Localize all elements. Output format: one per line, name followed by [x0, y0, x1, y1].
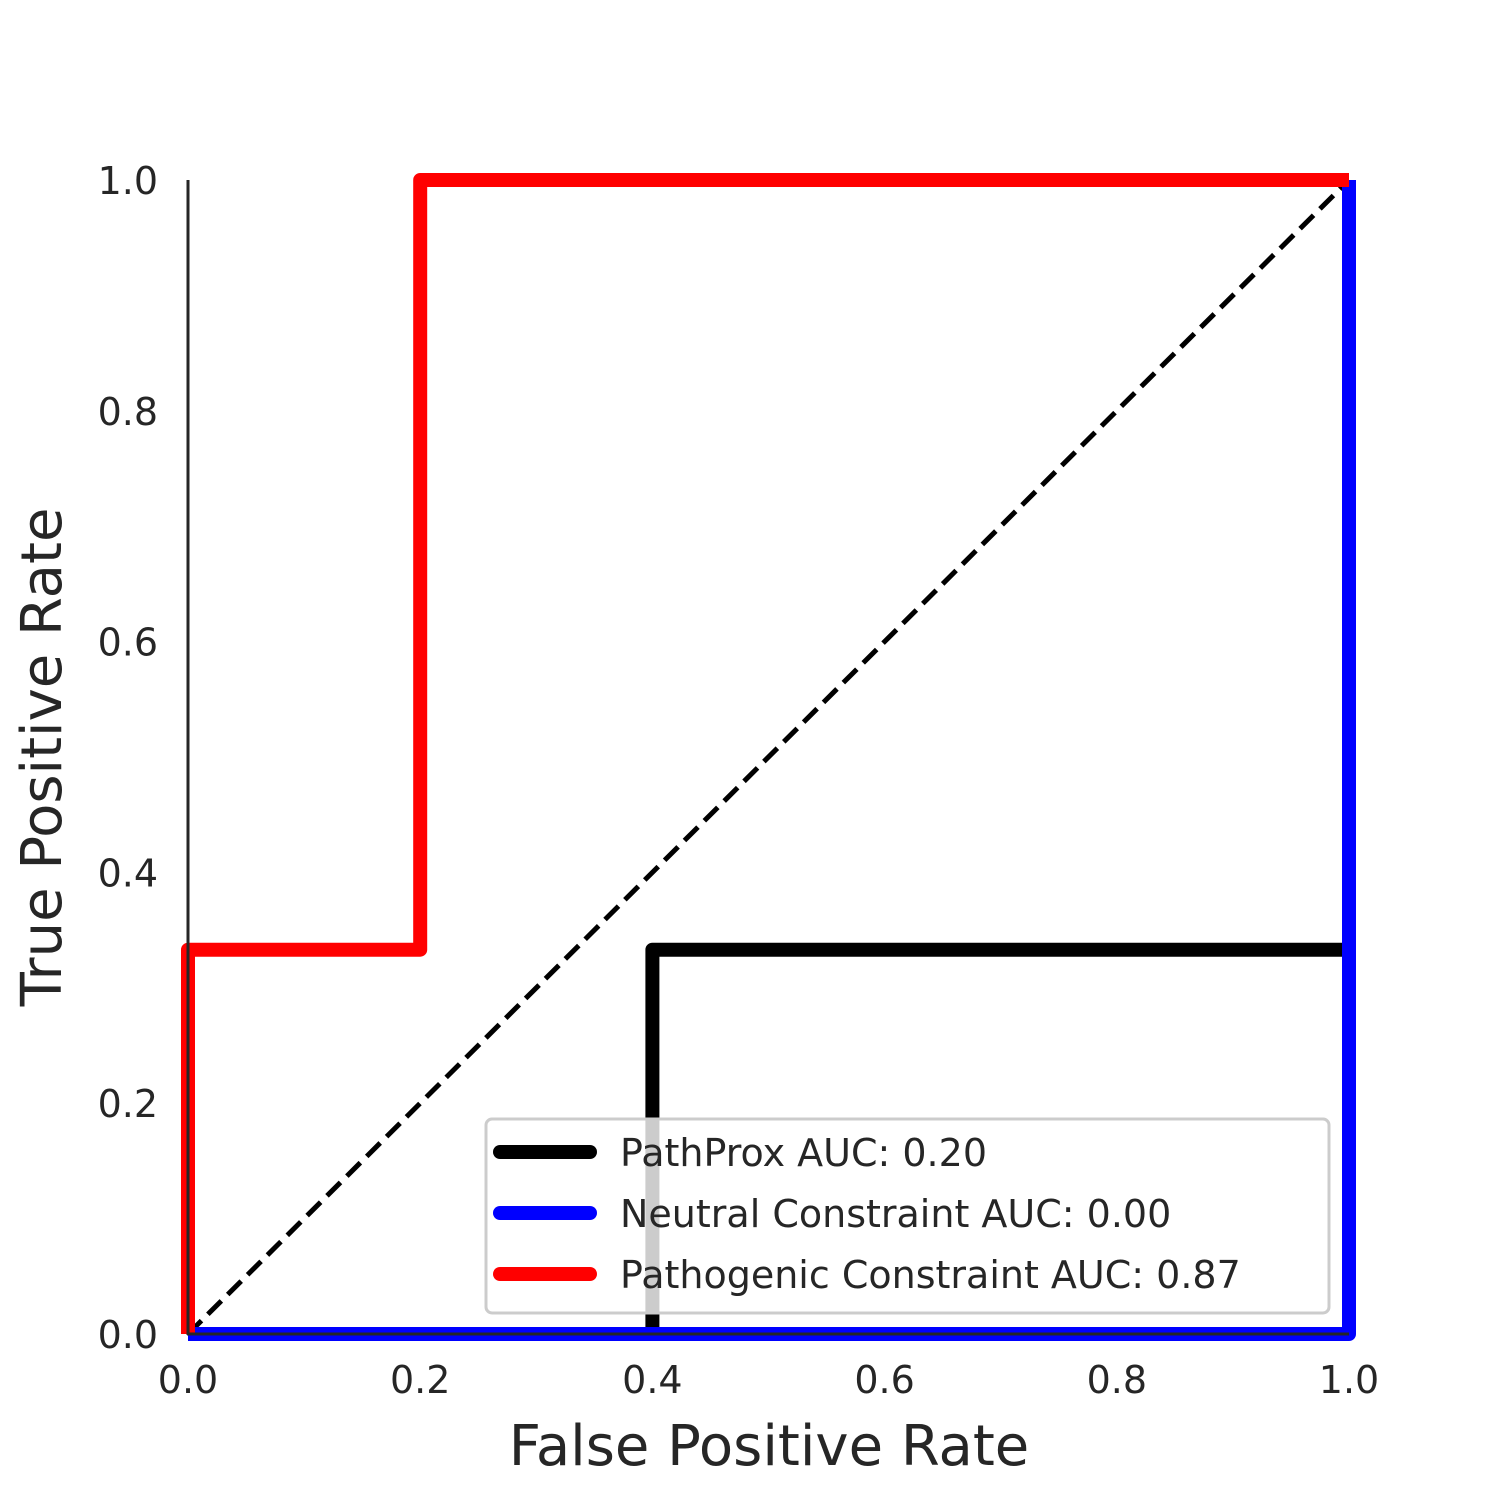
x-tick-label: 0.2: [390, 1358, 450, 1402]
x-tick-label: 1.0: [1319, 1358, 1379, 1402]
y-tick-label: 0.4: [98, 851, 158, 895]
axes: 0.0 0.2 0.4 0.6 0.8 1.0 0.0 0.2 0.4 0.6 0.8 1.0: [98, 159, 1380, 1402]
legend-label-1: PathProx AUC: 0.20: [620, 1131, 987, 1175]
chance-diagonal-line: [186, 178, 1351, 1336]
x-tick-label: 0.8: [1087, 1358, 1147, 1402]
legend: PathProx AUC: 0.20 Neutral Constraint AUC…: [484, 1117, 1331, 1315]
legend-label-3: Pathogenic Constraint AUC: 0.87: [620, 1253, 1241, 1297]
x-axis-title: False Positive Rate: [509, 1414, 1029, 1479]
y-tick-label: 0.6: [98, 621, 158, 665]
x-tick-label: 0.0: [158, 1358, 218, 1402]
x-tick-label: 0.6: [854, 1358, 914, 1402]
y-tick-label: 0.0: [98, 1313, 158, 1357]
legend-box: [484, 1117, 1331, 1315]
y-tick-label: 0.8: [98, 390, 158, 434]
legend-label-2: Neutral Constraint AUC: 0.00: [620, 1192, 1171, 1236]
y-tick-label: 1.0: [98, 159, 158, 203]
x-tick-label: 0.4: [622, 1358, 682, 1402]
y-tick-label: 0.2: [98, 1082, 158, 1126]
y-axis-title: True Positive Rate: [10, 508, 75, 1008]
